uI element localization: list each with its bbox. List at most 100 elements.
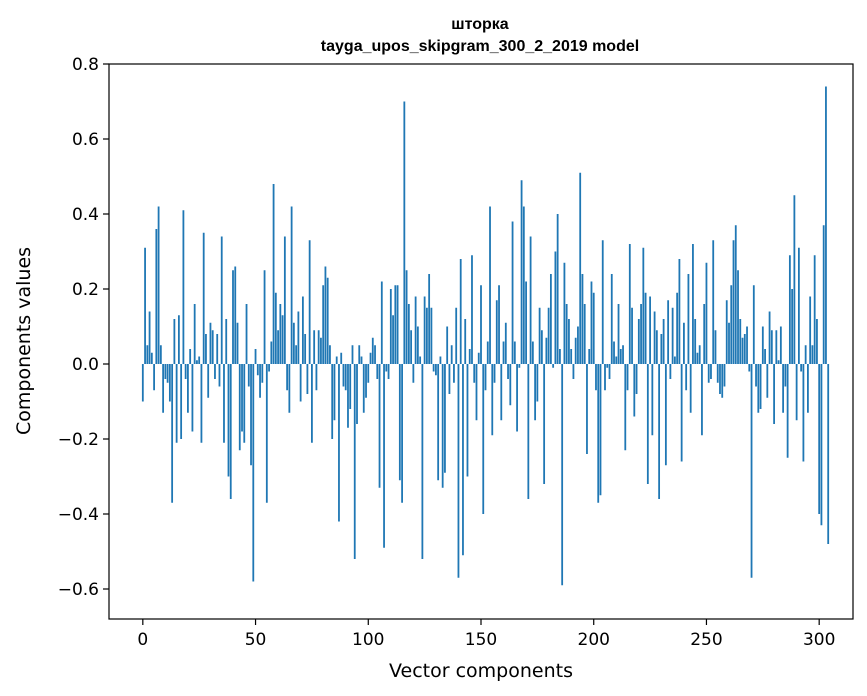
bar-178 bbox=[543, 364, 546, 484]
bar-144 bbox=[466, 364, 469, 477]
bar-84 bbox=[331, 364, 334, 439]
bar-49 bbox=[252, 364, 255, 582]
bar-303 bbox=[825, 86, 827, 364]
bar-12 bbox=[168, 364, 171, 402]
bar-276 bbox=[764, 349, 766, 364]
bar-152 bbox=[484, 364, 487, 391]
bar-198 bbox=[588, 349, 591, 364]
bar-231 bbox=[662, 319, 665, 364]
bar-163 bbox=[509, 364, 512, 406]
x-tick-label-200: 200 bbox=[578, 630, 610, 650]
bar-302 bbox=[822, 225, 825, 364]
bar-114 bbox=[398, 364, 401, 481]
bar-244 bbox=[692, 244, 694, 364]
bar-16 bbox=[177, 315, 180, 364]
bar-254 bbox=[714, 330, 717, 364]
bar-157 bbox=[495, 300, 498, 364]
bar-65 bbox=[288, 364, 291, 413]
bar-296 bbox=[809, 296, 812, 364]
bar-219 bbox=[635, 364, 638, 394]
bar-14 bbox=[173, 319, 176, 364]
bar-172 bbox=[529, 236, 532, 364]
bar-87 bbox=[338, 364, 340, 522]
bar-202 bbox=[597, 364, 600, 503]
bar-177 bbox=[540, 330, 543, 364]
bar-143 bbox=[464, 319, 467, 364]
bar-217 bbox=[631, 307, 633, 364]
bar-277 bbox=[766, 364, 769, 398]
bar-39 bbox=[229, 364, 232, 499]
bar-215 bbox=[626, 364, 629, 391]
bar-252 bbox=[710, 364, 712, 379]
bar-101 bbox=[369, 352, 372, 364]
bar-236 bbox=[673, 356, 676, 364]
bar-10 bbox=[164, 364, 167, 379]
bar-245 bbox=[694, 319, 697, 364]
y-tick-label-1: −0.4 bbox=[58, 505, 99, 525]
bar-256 bbox=[719, 364, 721, 394]
bar-5 bbox=[153, 364, 155, 391]
bar-104 bbox=[376, 364, 379, 379]
bar-200 bbox=[592, 292, 595, 364]
bar-4 bbox=[150, 352, 153, 364]
bar-82 bbox=[326, 277, 329, 364]
bar-201 bbox=[595, 364, 597, 391]
bar-225 bbox=[649, 296, 651, 364]
bar-97 bbox=[360, 356, 363, 364]
bar-18 bbox=[182, 210, 185, 364]
bar-138 bbox=[453, 364, 455, 383]
bar-156 bbox=[493, 364, 496, 383]
bar-285 bbox=[784, 364, 787, 387]
bar-137 bbox=[450, 345, 453, 364]
bar-275 bbox=[761, 326, 764, 364]
bar-11 bbox=[166, 364, 169, 383]
bar-270 bbox=[750, 364, 753, 578]
bar-96 bbox=[358, 345, 361, 364]
bar-210 bbox=[615, 356, 618, 364]
bar-33 bbox=[216, 334, 219, 364]
bars-group bbox=[141, 86, 830, 586]
bar-32 bbox=[214, 364, 216, 379]
bar-194 bbox=[579, 172, 582, 364]
y-tick-label-4: 0.2 bbox=[72, 280, 99, 300]
bar-2 bbox=[146, 345, 149, 364]
bar-133 bbox=[441, 364, 444, 488]
bar-184 bbox=[556, 214, 559, 364]
bar-220 bbox=[637, 319, 640, 364]
bar-240 bbox=[683, 322, 685, 364]
bar-134 bbox=[444, 364, 446, 473]
bar-45 bbox=[243, 364, 246, 443]
bar-76 bbox=[313, 330, 316, 364]
bar-110 bbox=[389, 289, 392, 364]
bar-292 bbox=[800, 364, 803, 372]
bar-255 bbox=[716, 364, 719, 383]
bar-46 bbox=[245, 304, 248, 364]
bar-56 bbox=[268, 364, 270, 372]
bar-55 bbox=[265, 364, 268, 503]
bar-80 bbox=[322, 285, 325, 364]
bar-253 bbox=[712, 240, 715, 364]
bar-111 bbox=[392, 315, 394, 364]
bar-179 bbox=[545, 337, 548, 364]
bar-119 bbox=[410, 330, 413, 364]
bar-238 bbox=[678, 259, 681, 364]
bar-47 bbox=[247, 364, 250, 387]
bar-107 bbox=[383, 364, 385, 548]
bar-50 bbox=[254, 349, 257, 364]
bar-186 bbox=[561, 364, 564, 586]
bar-112 bbox=[394, 285, 397, 364]
bar-264 bbox=[737, 270, 739, 364]
bar-153 bbox=[486, 341, 489, 364]
bar-174 bbox=[534, 364, 537, 421]
x-tick-label-300: 300 bbox=[803, 630, 835, 650]
bar-294 bbox=[804, 345, 807, 364]
bar-162 bbox=[507, 364, 509, 379]
bar-199 bbox=[590, 281, 593, 364]
bar-19 bbox=[184, 364, 187, 379]
bar-258 bbox=[723, 364, 726, 387]
bar-155 bbox=[491, 364, 494, 436]
bar-124 bbox=[421, 364, 424, 559]
bar-185 bbox=[559, 349, 561, 364]
bar-267 bbox=[743, 334, 746, 364]
